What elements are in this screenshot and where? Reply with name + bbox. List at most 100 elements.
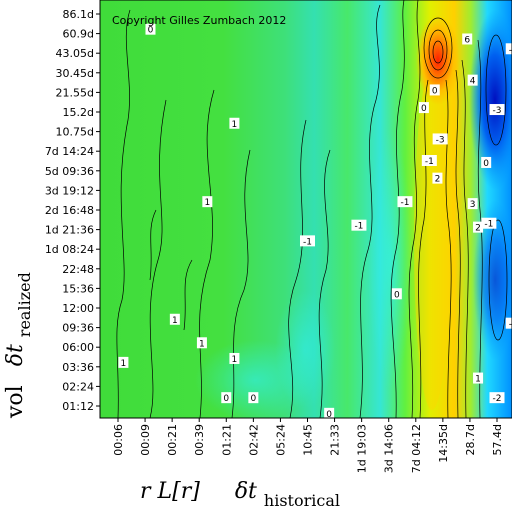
contour-label-text: 1 xyxy=(199,339,205,349)
contour-label-box xyxy=(473,372,484,384)
contour-label: 0 xyxy=(145,23,156,36)
contour-label: -2 xyxy=(505,43,512,55)
y-tick-label: 60.9d xyxy=(63,28,94,41)
contour-label: 1 xyxy=(473,372,484,385)
contour-label-text: 0 xyxy=(432,86,438,96)
heatmap-cold-region xyxy=(473,200,512,360)
contour-label: 2 xyxy=(432,172,443,185)
contour-label: -2 xyxy=(505,317,512,330)
x-axis-title-prefix: r L[r] xyxy=(140,479,200,504)
contour-label-text: 4 xyxy=(470,77,476,87)
contour-label-box xyxy=(467,198,478,210)
contour-label-box xyxy=(229,117,240,129)
x-tick-label: 3d 14:06 xyxy=(383,424,396,473)
contour-label-box xyxy=(432,133,448,145)
contour-label-text: 0 xyxy=(148,26,154,36)
y-axis-title-subscript: realized xyxy=(15,272,34,337)
contour-label-text: 0 xyxy=(483,159,489,169)
y-tick-label: 30.45d xyxy=(56,67,94,80)
contour-label-box xyxy=(300,235,315,247)
contour-label-box xyxy=(429,84,440,96)
plot-frame xyxy=(99,0,512,419)
contour-label-text: 3 xyxy=(470,200,476,210)
contour-label: 1 xyxy=(169,313,180,326)
y-axis-title-prefix: vol xyxy=(3,385,28,419)
x-tick-label: 00:21 xyxy=(166,424,179,456)
contour-label: 0 xyxy=(324,407,335,420)
contour-label: -1 xyxy=(397,196,413,208)
svg-text:r L[r] δt historic: r L[r] δt historical xyxy=(140,479,340,510)
contour-label: 0 xyxy=(248,392,259,404)
contour-label: 0 xyxy=(221,392,232,404)
svg-text:vol δt realized: vol δt realized xyxy=(3,272,34,419)
contour-label-text: 1 xyxy=(232,120,238,130)
contour-label: -3 xyxy=(432,133,448,145)
contour-label-text: 0 xyxy=(250,394,256,404)
contour-label-text: 1 xyxy=(232,355,238,365)
contour-label-text: 6 xyxy=(464,35,470,45)
contour-label: 1 xyxy=(202,196,213,208)
contour-label-box xyxy=(118,356,129,368)
contour-label: 1 xyxy=(229,117,240,130)
contour-label-text: 0 xyxy=(326,410,332,420)
contour-label-text: -1 xyxy=(400,198,409,208)
x-tick-label: 28.7d xyxy=(464,424,477,455)
contour-label: 1 xyxy=(196,337,207,349)
y-tick-label: 10.75d xyxy=(56,126,94,139)
contour-label-text: -1 xyxy=(354,222,363,232)
y-tick-label: 7d 14:24 xyxy=(45,145,94,158)
contour-label-box xyxy=(481,217,497,229)
contour-label: -2 xyxy=(489,392,505,404)
contour-label: 1 xyxy=(118,356,129,369)
y-tick-label: 21.55d xyxy=(56,86,94,99)
contour-label: -1 xyxy=(351,219,367,232)
y-tick-label: 03:36 xyxy=(62,361,94,374)
contour-label: 0 xyxy=(481,156,492,169)
y-axis-title: vol δt realized xyxy=(3,272,34,419)
contour-label-box xyxy=(421,155,437,166)
contour-label-text: 1 xyxy=(121,359,127,369)
contour-label-box xyxy=(418,102,429,114)
contour-label-box xyxy=(481,156,492,168)
contour-label-text: -1 xyxy=(425,157,434,167)
contour-label-box xyxy=(196,337,207,349)
heatmap-yellow-band xyxy=(414,70,450,410)
y-tick-label: 15:36 xyxy=(62,282,94,295)
x-tick-label: 21:33 xyxy=(329,424,342,456)
contour-label-box xyxy=(397,196,413,208)
y-tick-label: 22:48 xyxy=(62,263,94,276)
contour-label: 0 xyxy=(418,102,429,114)
contour-label-box xyxy=(489,104,505,116)
contour-label-text: 0 xyxy=(421,104,427,114)
copyright-text: Copyright Gilles Zumbach 2012 xyxy=(112,14,286,27)
y-axis: 86.1d 60.9d 43.05d 30.45d 21.55d 15.2d 10.75d 7… xyxy=(45,8,100,413)
y-tick-label: 1d 21:36 xyxy=(45,224,94,237)
y-tick-label: 43.05d xyxy=(56,47,94,60)
contour-label-box xyxy=(351,219,367,231)
contour-label: 6 xyxy=(462,33,473,45)
x-tick-label: 00:09 xyxy=(139,424,152,456)
contour-label-text: -1 xyxy=(484,220,493,230)
contour-label-text: 0 xyxy=(394,290,400,300)
contour-label-box xyxy=(473,221,484,233)
contour-label-text: -3 xyxy=(493,106,502,116)
x-tick-label: 00:06 xyxy=(112,424,125,456)
contour-label-text: -3 xyxy=(436,135,445,145)
y-tick-label: 15.2d xyxy=(63,106,94,119)
contour-label-text: 1 xyxy=(172,316,178,326)
contour-lines xyxy=(116,0,508,418)
x-tick-label: 00:39 xyxy=(193,424,206,456)
contour-label-text: 2 xyxy=(435,175,441,185)
contour-label: 4 xyxy=(467,74,478,87)
contour-label: 0 xyxy=(429,84,440,96)
y-tick-label: 2d 16:48 xyxy=(45,204,94,217)
x-tick-label: 1d 19:03 xyxy=(356,424,369,473)
heatmap-hot-region xyxy=(416,15,460,105)
contour-label-box xyxy=(324,407,335,418)
contour-label-box xyxy=(221,392,232,404)
y-axis-title-symbol: δt xyxy=(3,344,28,366)
contour-label-box xyxy=(169,313,180,325)
